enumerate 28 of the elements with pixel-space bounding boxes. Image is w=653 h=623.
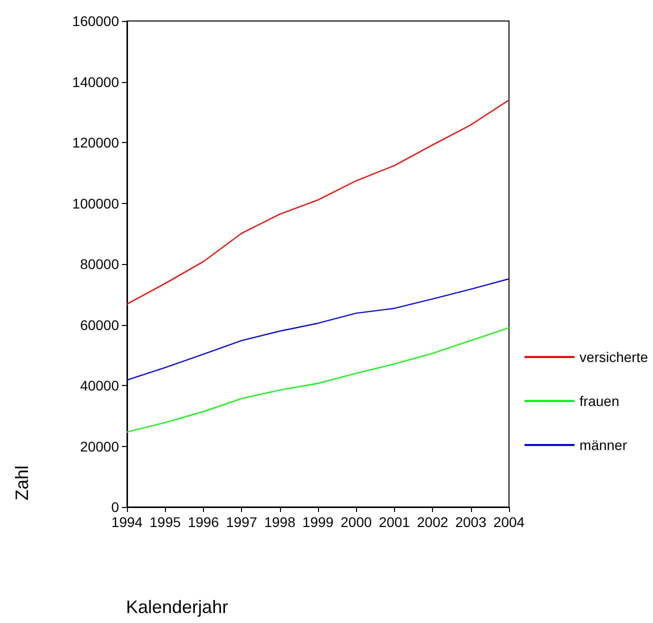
x-tick-label: 1999	[302, 514, 334, 530]
y-tick-label: 60000	[80, 316, 120, 333]
y-axis-title: Zahl	[12, 465, 32, 501]
y-tick-label: 120000	[72, 134, 120, 150]
y-tick-label: 160000	[72, 13, 120, 29]
x-tick-label: 2001	[378, 514, 410, 530]
legend-label: männer	[580, 437, 628, 453]
line-series	[126, 278, 510, 381]
x-tick-label: 1996	[188, 514, 220, 530]
x-tick-label: 1995	[150, 514, 181, 530]
y-tick-label: 40000	[80, 378, 120, 394]
y-tick-label: 20000	[80, 438, 120, 454]
x-tick-label: 2000	[340, 514, 372, 530]
x-tick-label: 2003	[455, 514, 487, 530]
line-series	[126, 99, 510, 305]
x-tick-label: 2004	[493, 514, 525, 530]
x-tick-label: 1997	[226, 514, 258, 530]
x-tick-label: 1994	[111, 514, 143, 530]
x-tick-label: 1998	[264, 514, 296, 530]
legend-label: versicherte	[580, 349, 648, 365]
x-axis-title: Kalenderjahr	[126, 597, 228, 617]
y-tick-label: 0	[111, 499, 120, 515]
y-tick-label: 140000	[72, 74, 120, 90]
legend-label: frauen	[580, 393, 620, 409]
line-series	[126, 327, 510, 433]
y-tick-label: 80000	[80, 256, 120, 272]
x-tick-label: 2002	[417, 514, 448, 530]
y-tick-label: 100000	[72, 195, 120, 212]
